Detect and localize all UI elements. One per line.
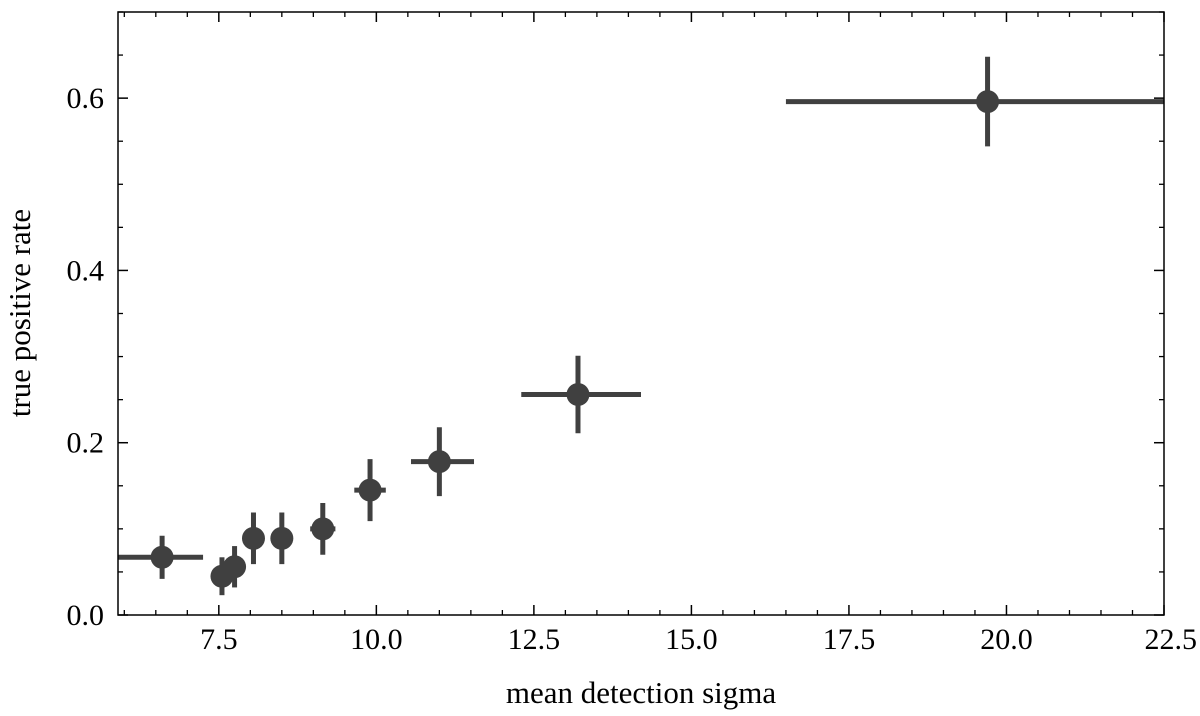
y-tick-label: 0.2 xyxy=(67,427,105,460)
data-point xyxy=(311,517,335,541)
data-point xyxy=(427,450,451,474)
data-point xyxy=(976,90,1000,114)
x-tick-label: 17.5 xyxy=(823,623,876,656)
x-tick-label: 15.0 xyxy=(665,623,718,656)
x-tick-label: 22.5 xyxy=(1145,623,1198,656)
data-point xyxy=(270,526,294,550)
x-tick-labels: 7.5 10.0 12.5 15.0 17.5 20.0 22.5 xyxy=(200,623,1197,656)
plot-frame xyxy=(117,11,1165,616)
error-bars xyxy=(118,56,1164,596)
x-axis-label: mean detection sigma xyxy=(506,675,777,710)
data-point xyxy=(566,382,590,406)
data-point xyxy=(358,478,382,502)
data-markers xyxy=(150,90,1000,588)
data-point xyxy=(241,526,265,550)
data-point xyxy=(150,545,174,569)
x-tick-label: 7.5 xyxy=(200,623,238,656)
x-tick-label: 12.5 xyxy=(508,623,561,656)
y-tick-label: 0.0 xyxy=(67,599,105,632)
x-tick-label: 20.0 xyxy=(980,623,1033,656)
y-axis-label: true positive rate xyxy=(2,209,37,417)
x-tick-label: 10.0 xyxy=(350,623,403,656)
y-tick-label: 0.4 xyxy=(67,254,105,287)
y-tick-label: 0.6 xyxy=(67,82,105,115)
data-point xyxy=(223,555,247,579)
y-tick-labels: 0.0 0.2 0.4 0.6 xyxy=(67,82,105,632)
